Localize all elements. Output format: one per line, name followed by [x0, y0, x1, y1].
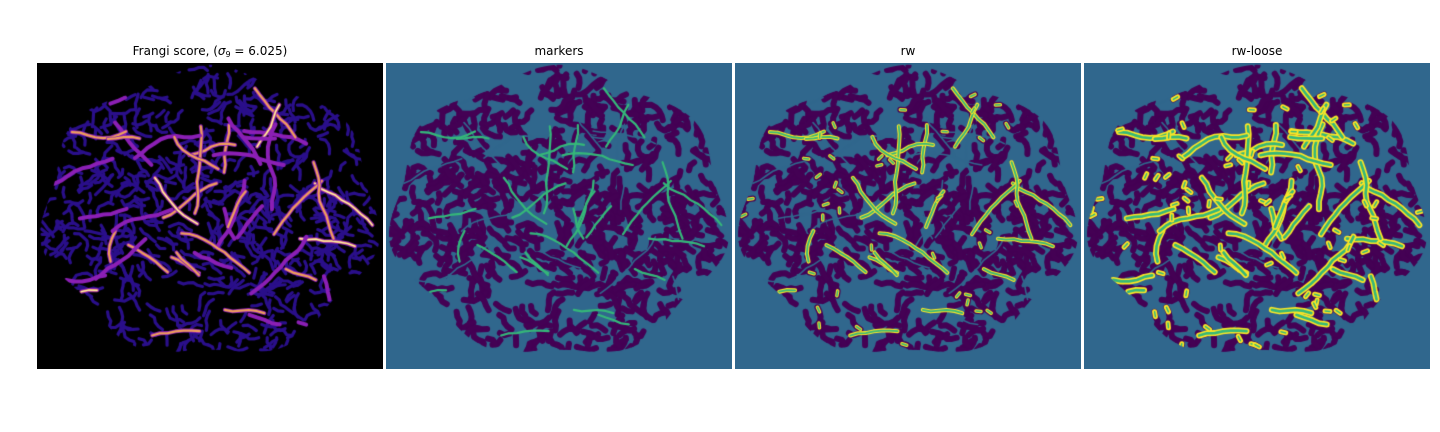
frangi-panel-title: Frangi score, (σ9 = 6.025) [37, 44, 383, 59]
frangi-title-subscript: 9 [225, 50, 231, 59]
rw-segmentation-image [735, 63, 1081, 369]
rw-panel-title: rw [900, 44, 916, 58]
frangi-title-prefix: Frangi score, ( [132, 44, 218, 58]
markers-panel-title: markers [534, 44, 584, 58]
rw-panel [735, 63, 1081, 369]
frangi-title-suffix: = 6.025) [230, 44, 288, 58]
frangi-panel [37, 63, 383, 369]
rw-loose-panel [1084, 63, 1430, 369]
rw-loose-segmentation-image [1084, 63, 1430, 369]
frangi-score-image [37, 63, 383, 369]
markers-image [386, 63, 732, 369]
markers-panel [386, 63, 732, 369]
frangi-title-sigma: σ [217, 44, 226, 58]
rw-loose-panel-title: rw-loose [1231, 44, 1283, 58]
